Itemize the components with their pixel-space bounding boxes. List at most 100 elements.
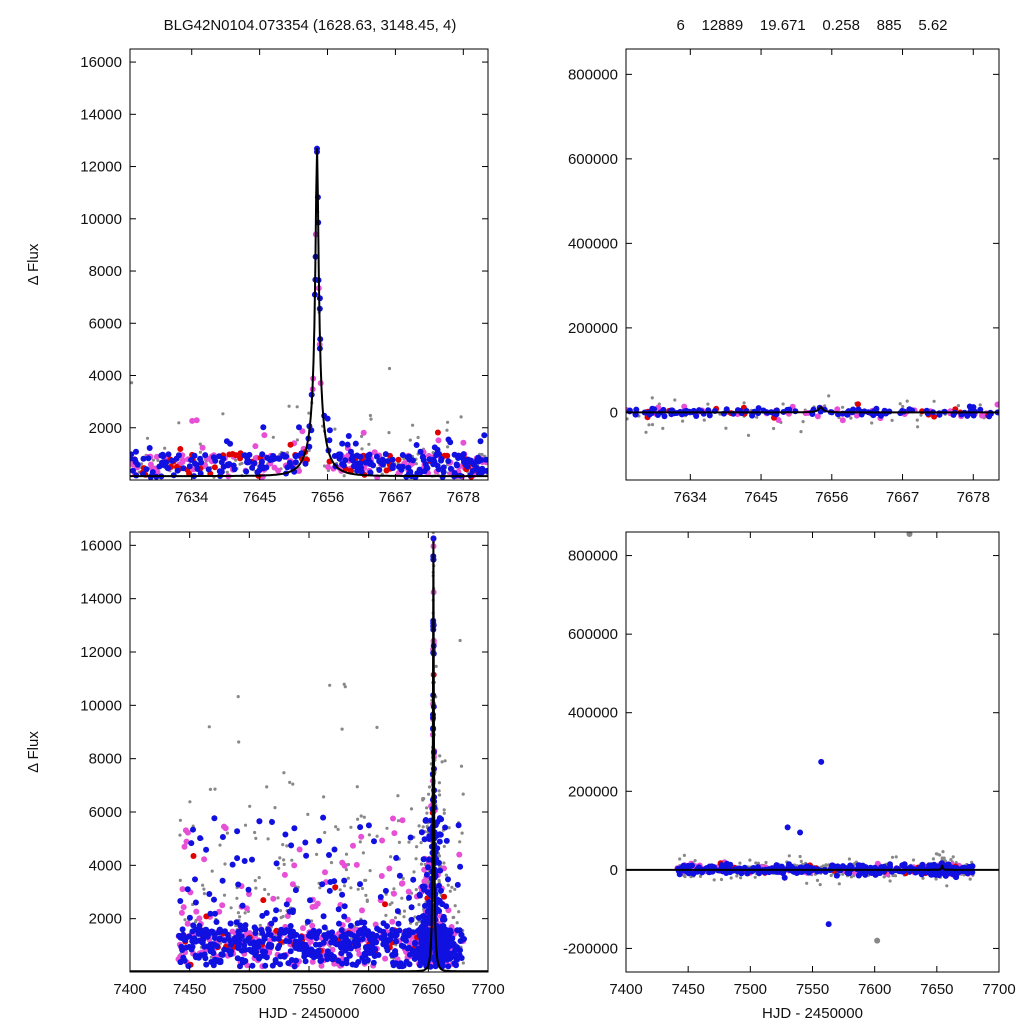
data-point bbox=[202, 452, 209, 459]
y-tick-label: 400000 bbox=[568, 235, 618, 252]
data-point bbox=[894, 855, 898, 859]
data-point bbox=[440, 760, 444, 764]
data-point bbox=[309, 958, 316, 965]
y-tick-label: 2000 bbox=[89, 420, 122, 437]
data-point bbox=[773, 862, 780, 869]
data-point bbox=[395, 920, 402, 927]
data-point bbox=[916, 425, 920, 429]
data-point bbox=[951, 855, 955, 859]
data-point bbox=[390, 815, 396, 822]
data-point bbox=[193, 417, 200, 424]
data-point bbox=[237, 922, 244, 929]
data-point bbox=[210, 869, 214, 873]
data-point bbox=[183, 838, 190, 845]
plot-area bbox=[130, 145, 488, 480]
data-point bbox=[419, 841, 423, 845]
data-point bbox=[307, 897, 313, 904]
data-point bbox=[431, 444, 438, 451]
data-point bbox=[356, 817, 360, 821]
data-point bbox=[343, 931, 350, 938]
data-point bbox=[242, 958, 249, 964]
y-tick-label: 400000 bbox=[568, 705, 618, 722]
data-point bbox=[698, 874, 703, 879]
data-point bbox=[399, 452, 406, 458]
data-point bbox=[329, 929, 336, 936]
data-point bbox=[140, 455, 147, 462]
data-point bbox=[723, 406, 730, 413]
data-point bbox=[190, 853, 197, 859]
data-point bbox=[270, 895, 277, 902]
data-point bbox=[729, 876, 733, 880]
data-point bbox=[174, 467, 181, 474]
data-point bbox=[416, 435, 420, 440]
data-point bbox=[165, 451, 172, 458]
data-point bbox=[335, 906, 342, 913]
data-point bbox=[192, 460, 198, 467]
x-tick-label: 7650 bbox=[412, 981, 445, 998]
data-point bbox=[291, 963, 298, 970]
data-point bbox=[919, 413, 923, 417]
x-tick-label: 7400 bbox=[113, 981, 146, 998]
data-point bbox=[415, 921, 419, 925]
data-point bbox=[439, 901, 446, 908]
data-point bbox=[261, 933, 268, 940]
data-point bbox=[183, 918, 187, 922]
data-point bbox=[413, 915, 417, 919]
data-point bbox=[359, 814, 363, 818]
data-point bbox=[260, 897, 267, 904]
data-point bbox=[326, 437, 333, 444]
data-point bbox=[374, 925, 381, 932]
data-point bbox=[941, 850, 945, 854]
data-point bbox=[216, 453, 223, 460]
series-2 bbox=[182, 671, 448, 968]
data-point bbox=[453, 962, 459, 969]
data-point bbox=[421, 836, 428, 843]
data-point bbox=[258, 923, 262, 928]
data-point bbox=[253, 879, 257, 883]
data-point bbox=[321, 924, 328, 931]
data-point bbox=[273, 806, 277, 810]
data-point bbox=[388, 902, 392, 907]
data-point bbox=[348, 448, 354, 455]
data-point bbox=[365, 899, 369, 904]
data-point bbox=[305, 951, 311, 958]
data-point bbox=[236, 911, 240, 915]
data-point bbox=[839, 863, 846, 870]
data-point bbox=[291, 782, 295, 786]
data-point bbox=[256, 938, 263, 945]
data-point bbox=[422, 817, 429, 824]
data-point bbox=[435, 437, 442, 444]
data-point bbox=[460, 451, 467, 458]
data-point bbox=[390, 932, 397, 939]
data-point bbox=[342, 474, 346, 478]
data-point bbox=[243, 823, 248, 827]
data-point bbox=[818, 758, 825, 765]
data-point bbox=[331, 846, 338, 853]
data-point bbox=[454, 944, 461, 951]
data-point bbox=[457, 863, 464, 870]
data-point bbox=[945, 884, 949, 888]
data-point bbox=[405, 888, 412, 895]
data-point bbox=[477, 438, 484, 445]
data-point bbox=[465, 456, 472, 463]
data-point bbox=[326, 887, 333, 894]
data-point bbox=[738, 861, 742, 865]
y-tick-label: 600000 bbox=[568, 151, 618, 168]
data-point bbox=[442, 844, 446, 849]
data-point bbox=[436, 838, 443, 845]
data-point bbox=[483, 456, 488, 463]
data-point bbox=[227, 920, 234, 927]
data-point bbox=[178, 818, 182, 822]
data-point bbox=[787, 854, 791, 858]
data-point bbox=[398, 942, 405, 949]
data-point bbox=[362, 815, 366, 819]
data-point bbox=[154, 469, 161, 476]
data-point bbox=[303, 852, 310, 859]
data-point bbox=[461, 792, 465, 796]
data-point bbox=[219, 877, 226, 884]
data-point bbox=[408, 438, 412, 442]
data-point bbox=[434, 429, 441, 436]
data-point bbox=[706, 412, 713, 419]
data-point bbox=[291, 825, 298, 832]
